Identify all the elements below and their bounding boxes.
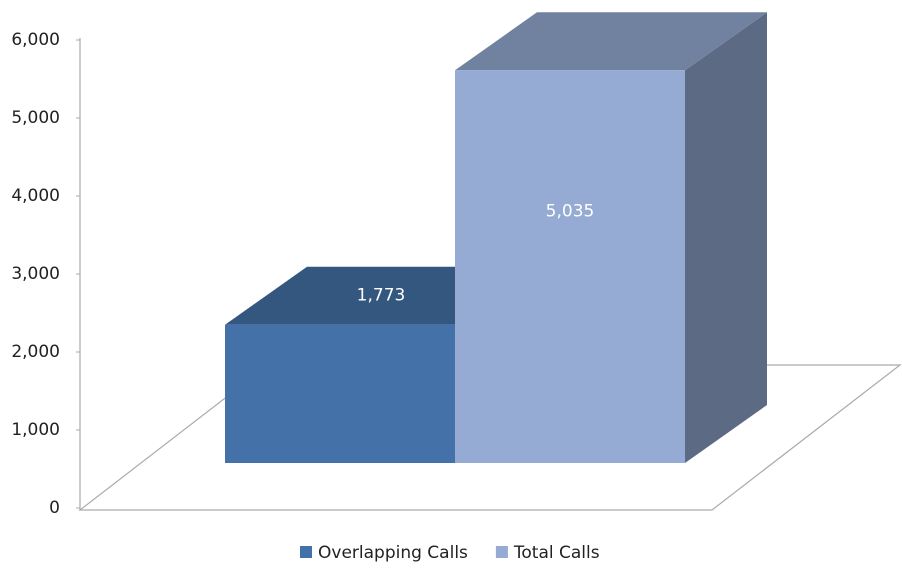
y-tick-label: 5,000 [11, 108, 60, 128]
bar-side [685, 12, 767, 464]
y-tick-label: 4,000 [11, 186, 60, 206]
value-label: 5,035 [546, 202, 595, 222]
legend-label: Total Calls [513, 543, 600, 563]
y-tick-label: 6,000 [11, 30, 60, 50]
y-tick-label: 2,000 [11, 342, 60, 362]
y-tick-label: 3,000 [11, 264, 60, 284]
legend-swatch [495, 546, 508, 558]
y-tick-label: 0 [49, 498, 60, 518]
floor [78, 364, 902, 511]
bar [455, 70, 685, 464]
bar-top [455, 12, 767, 71]
y-tick-label: 1,000 [11, 420, 60, 440]
bar [225, 324, 455, 463]
value-label: 1,773 [357, 286, 406, 306]
legend-swatch [300, 546, 312, 558]
legend-label: Overlapping Calls [318, 543, 468, 563]
